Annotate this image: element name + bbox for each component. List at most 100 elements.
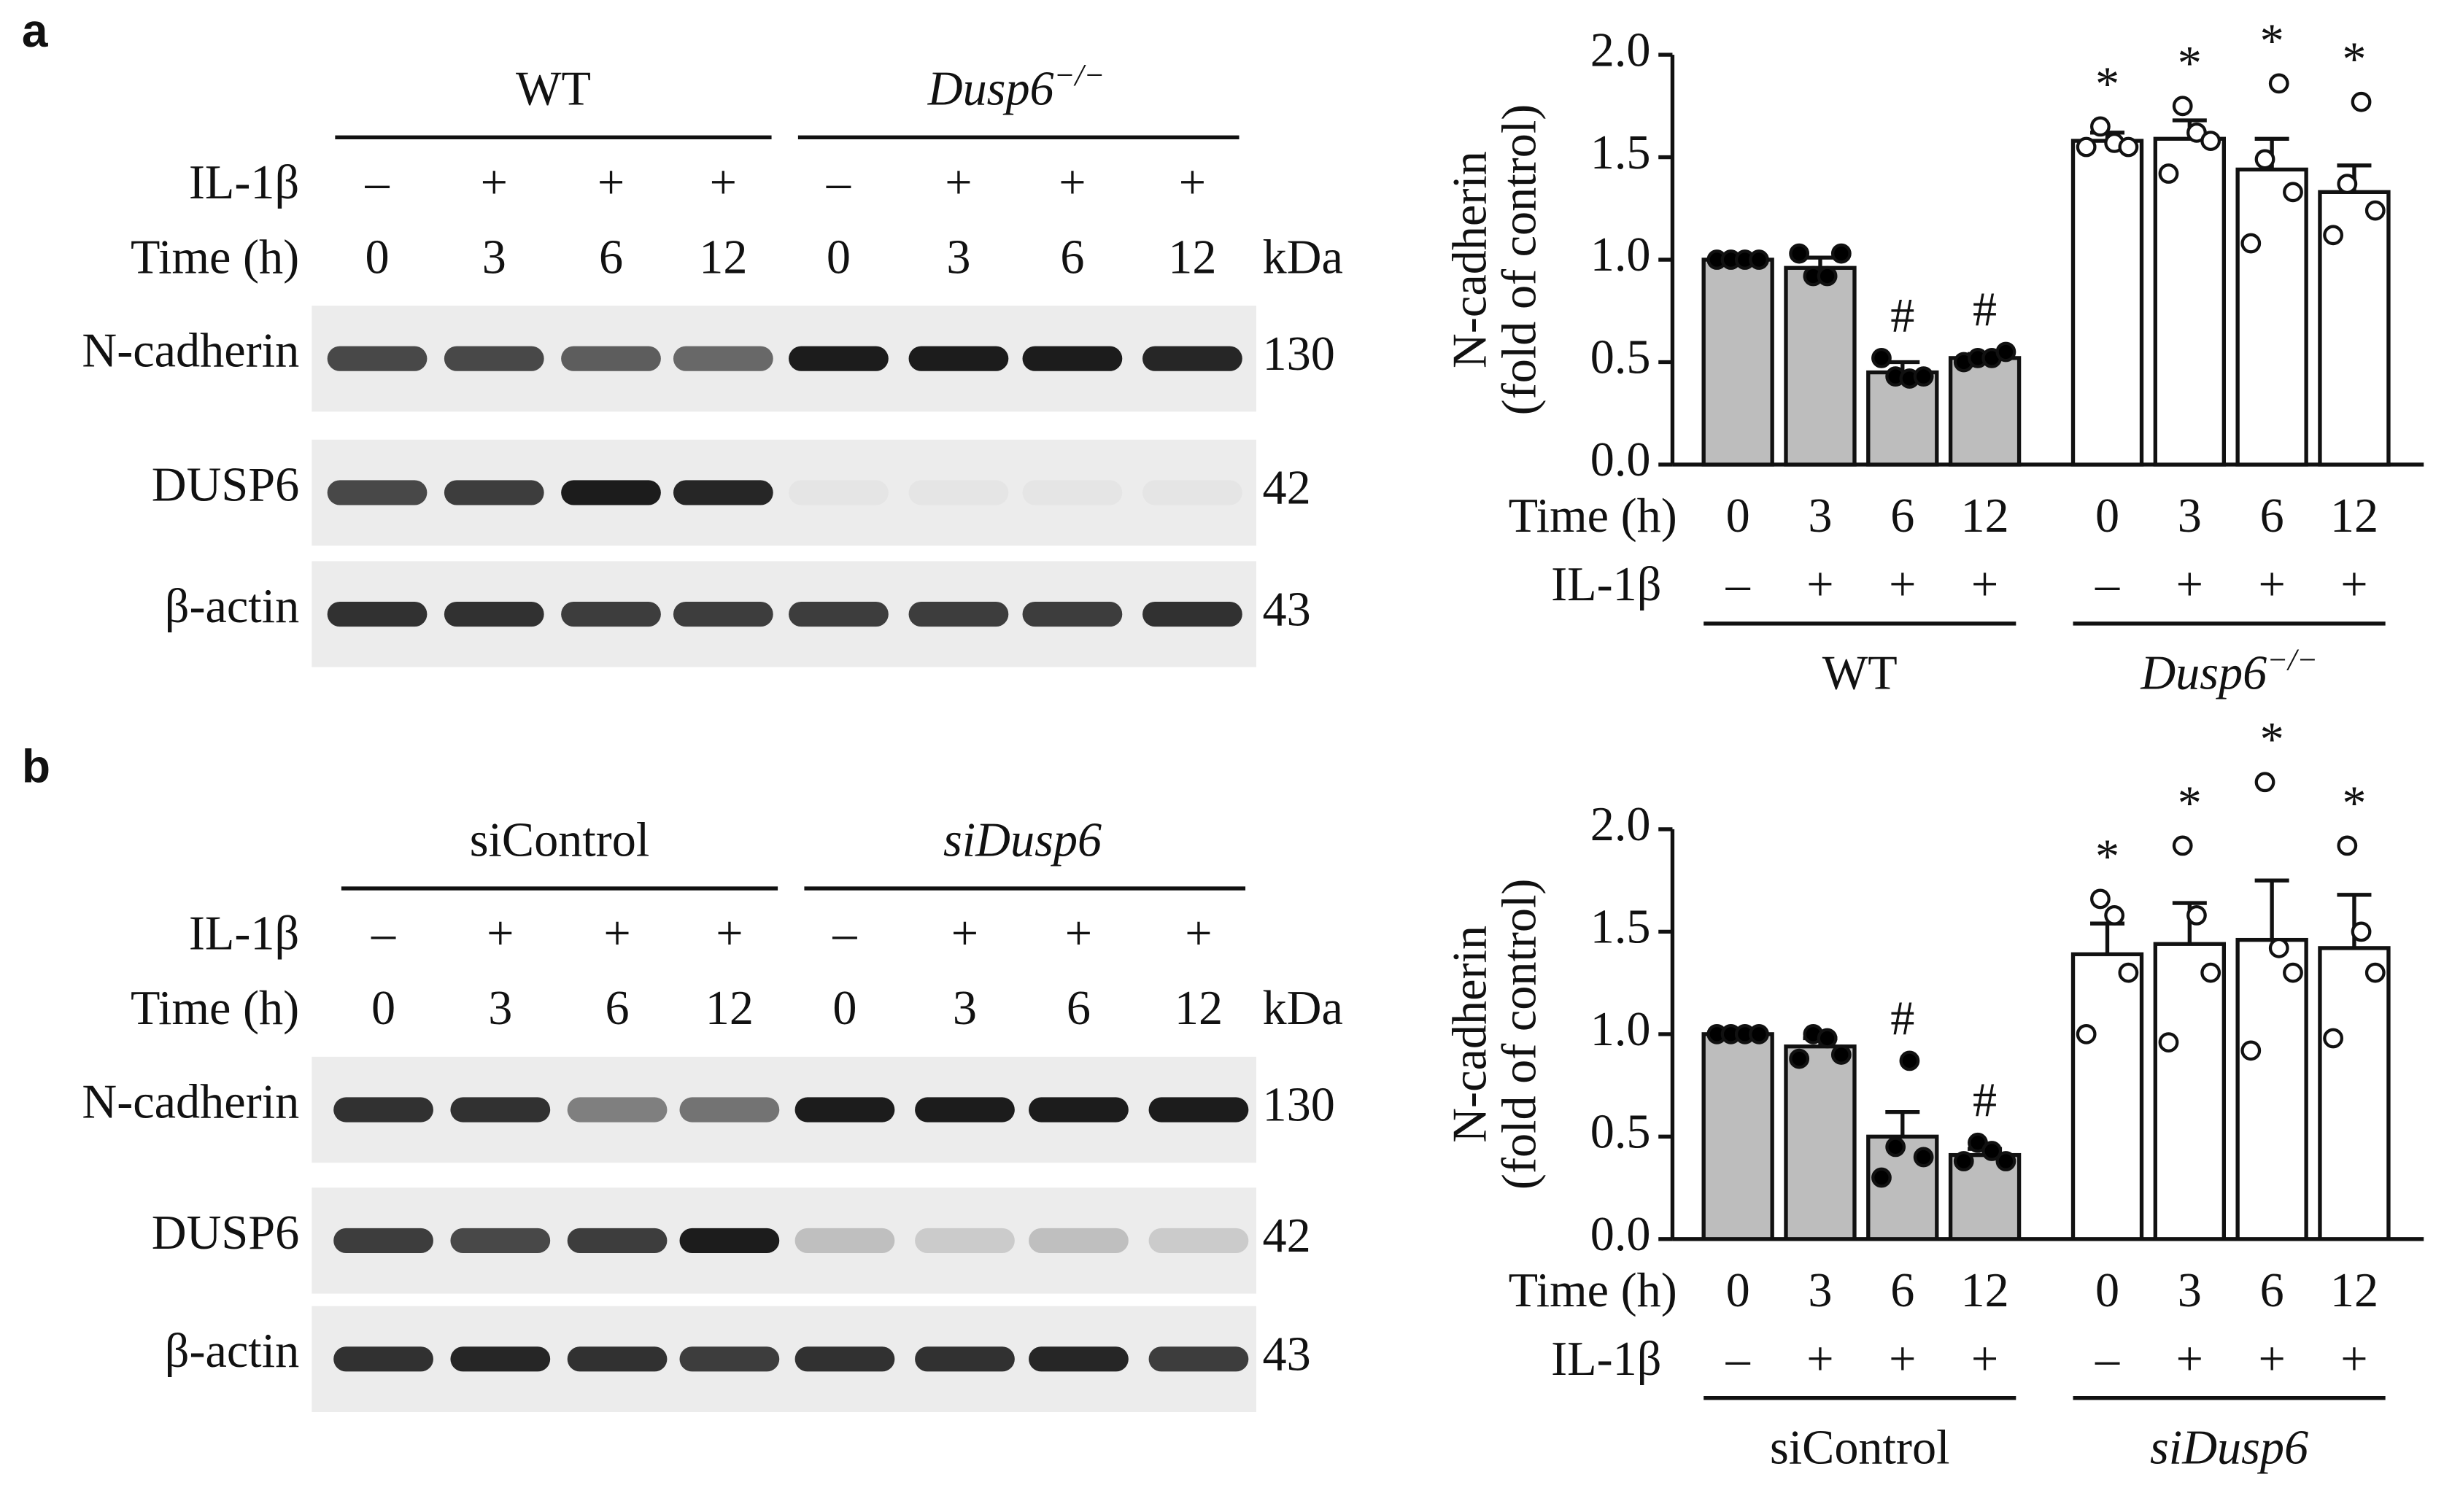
band: [561, 480, 661, 505]
treatment-label: +: [2340, 1333, 2367, 1386]
band: [789, 480, 889, 505]
band: [450, 1228, 551, 1254]
group-label: WT: [1822, 647, 1898, 700]
treatment-label: +: [1059, 156, 1086, 209]
group-label: siControl: [470, 813, 650, 867]
data-point: [2200, 962, 2221, 983]
data-point: [2254, 772, 2275, 793]
band: [327, 480, 428, 505]
row-label: Time (h): [131, 230, 299, 284]
treatment-label: +: [1065, 907, 1092, 961]
treatment-label: +: [2258, 558, 2285, 611]
x-tick-label: 6: [2260, 489, 2284, 543]
band: [444, 346, 544, 371]
significance-label: *: [2260, 15, 2284, 68]
data-point: [2200, 131, 2221, 151]
kda-label: 43: [1263, 1328, 1311, 1381]
y-tick-label: 0.0: [1590, 433, 1651, 486]
band: [673, 480, 773, 505]
group-label: siDusp6: [2150, 1422, 2308, 1475]
data-point: [1817, 265, 1838, 287]
x-tick-label: 0: [1726, 1264, 1750, 1317]
band-label: β-actin: [165, 1325, 299, 1378]
band: [1148, 1228, 1249, 1254]
significance-label: *: [2178, 37, 2202, 90]
treatment-label: +: [487, 907, 514, 961]
data-point: [2268, 937, 2289, 958]
unit-label: kDa: [1263, 982, 1343, 1035]
kda-label: 130: [1263, 1079, 1335, 1132]
band: [561, 346, 661, 371]
data-point: [1899, 1050, 1920, 1071]
band: [915, 1228, 1015, 1254]
x-tick-label: 3: [2178, 489, 2202, 543]
band: [1148, 1097, 1249, 1123]
band-label: N-cadherin: [82, 325, 299, 378]
data-point: [1830, 1044, 1852, 1065]
band: [333, 1346, 433, 1372]
significance-label: #: [1973, 1074, 1997, 1128]
kda-label: 130: [1263, 327, 1335, 381]
treatment-label: +: [1806, 558, 1833, 611]
data-point: [1953, 1151, 1974, 1171]
band: [1142, 601, 1242, 627]
band: [789, 601, 889, 627]
group-name: Dusp6: [2140, 647, 2267, 700]
bar: [2070, 139, 2144, 467]
band: [1029, 1228, 1129, 1254]
data-point: [2118, 962, 2139, 983]
band-label: β-actin: [165, 580, 299, 633]
treatment-label: +: [716, 907, 743, 961]
data-point: [1981, 1141, 2003, 1161]
time-label: 12: [705, 982, 754, 1035]
error-bar: [2337, 893, 2372, 948]
data-point: [2337, 174, 2358, 194]
x-tick-label: 12: [2330, 1264, 2378, 1317]
treatment-label: –: [1725, 1333, 1751, 1386]
band: [908, 346, 1009, 371]
row-label: IL-1β: [1551, 558, 1661, 611]
error-bar: [2254, 878, 2289, 940]
y-axis-label: (fold of control): [1493, 879, 1547, 1190]
group-name: siControl: [470, 813, 650, 867]
y-axis-label: (fold of control): [1493, 104, 1547, 416]
significance-label: *: [2342, 34, 2366, 87]
band: [1142, 346, 1242, 371]
data-point: [2118, 136, 2139, 158]
band: [1022, 346, 1123, 371]
time-label: 6: [599, 230, 623, 284]
treatment-label: –: [832, 907, 857, 961]
time-label: 3: [953, 982, 977, 1035]
x-tick-label: 12: [1960, 1264, 2008, 1317]
bar: [1784, 265, 1857, 467]
band: [567, 1228, 668, 1254]
data-point: [2337, 835, 2358, 856]
band: [450, 1346, 551, 1372]
treatment-label: +: [1179, 156, 1206, 209]
bar: [2235, 937, 2308, 1241]
group-superscript: −/−: [1054, 58, 1105, 93]
bar: [2153, 136, 2226, 467]
x-tick-label: 6: [1890, 489, 1914, 543]
group-name: siControl: [1770, 1422, 1950, 1475]
band: [789, 346, 889, 371]
treatment-label: –: [371, 907, 396, 961]
band: [450, 1097, 551, 1123]
data-point: [2186, 905, 2207, 926]
treatment-label: –: [1725, 558, 1751, 611]
band: [444, 480, 544, 505]
time-label: 12: [1175, 982, 1223, 1035]
time-label: 6: [1060, 230, 1084, 284]
significance-label: *: [2095, 58, 2119, 111]
data-point: [1995, 341, 2016, 363]
treatment-label: +: [2258, 1333, 2285, 1386]
y-axis-label: N-cadherin: [1443, 926, 1496, 1143]
treatment-label: +: [603, 907, 630, 961]
treatment-label: –: [2095, 558, 2120, 611]
treatment-label: +: [710, 156, 737, 209]
data-point: [2351, 91, 2372, 112]
time-label: 0: [827, 230, 851, 284]
band: [1029, 1097, 1129, 1123]
treatment-label: –: [364, 156, 390, 209]
